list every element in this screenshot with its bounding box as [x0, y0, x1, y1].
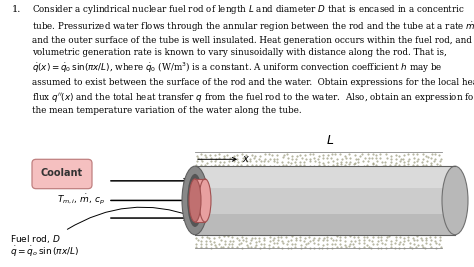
Text: $\dot{q} = \dot{q}_o\,\mathrm{sin}\,(\pi x/L)$: $\dot{q} = \dot{q}_o\,\mathrm{sin}\,(\pi… — [10, 245, 80, 260]
Ellipse shape — [189, 179, 201, 222]
Text: $L$: $L$ — [326, 134, 334, 147]
Text: $T_{m,i}$, $\dot{m}$, $c_p$: $T_{m,i}$, $\dot{m}$, $c_p$ — [57, 193, 105, 207]
Text: Coolant: Coolant — [41, 168, 83, 178]
Ellipse shape — [442, 166, 468, 235]
Ellipse shape — [199, 179, 211, 222]
Ellipse shape — [182, 166, 208, 235]
Text: 1.: 1. — [12, 5, 21, 14]
Text: $x$: $x$ — [242, 154, 250, 164]
Polygon shape — [195, 166, 455, 235]
Ellipse shape — [187, 174, 203, 227]
Polygon shape — [195, 166, 455, 189]
Polygon shape — [195, 214, 455, 235]
Text: Fuel rod, $D$: Fuel rod, $D$ — [10, 233, 61, 245]
Text: Consider a cylindrical nuclear fuel rod of length $L$ and diameter $D$ that is e: Consider a cylindrical nuclear fuel rod … — [32, 3, 474, 115]
FancyBboxPatch shape — [32, 159, 92, 189]
Polygon shape — [195, 179, 205, 222]
